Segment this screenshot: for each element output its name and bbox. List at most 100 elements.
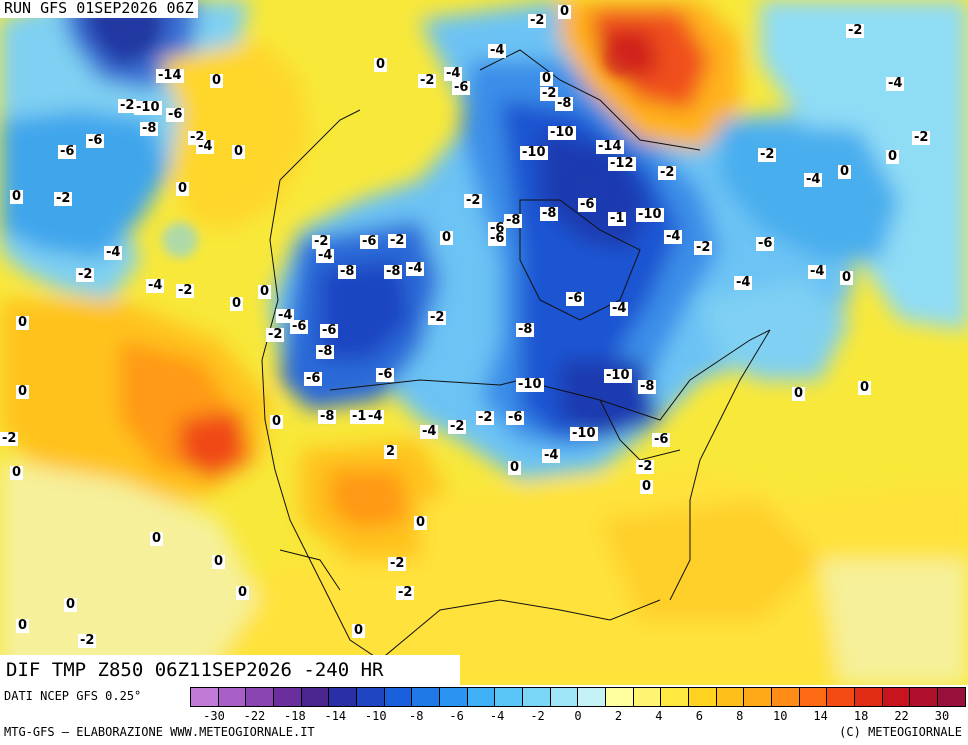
contour-label: -6 [86,133,105,148]
legend-swatch [910,688,939,706]
contour-label: -2 [266,327,285,342]
legend-tick-label: 6 [695,709,703,723]
contour-label: -4 [316,248,335,263]
run-title: RUN GFS 01SEP2026 06Z [0,0,198,18]
contour-label: -6 [578,197,597,212]
contour-label: -2 [388,233,407,248]
contour-label: 2 [384,444,398,459]
contour-label: -10 [548,125,576,140]
legend-swatch [329,688,358,706]
contour-label: -8 [516,322,535,337]
contour-label: -8 [384,264,403,279]
legend-tick-label: -6 [449,709,464,723]
contour-label: -6 [360,234,379,249]
contour-label: -2 [54,191,73,206]
contour-label: 0 [10,189,24,204]
contour-label: -6 [652,432,671,447]
legend-swatch [827,688,856,706]
contour-label: -8 [540,206,559,221]
contour-label: -2 [846,23,865,38]
contour-label: -2 [312,234,331,249]
contour-label: 0 [792,386,806,401]
legend-swatch [467,688,496,706]
contour-label: -2 [76,267,95,282]
contour-label: 0 [10,465,24,480]
contour-label: -6 [756,236,775,251]
contour-label: -6 [506,410,525,425]
contour-label: -6 [376,367,395,382]
contour-label: 0 [16,618,30,633]
contour-label: 0 [858,380,872,395]
legend-tick-label: -22 [243,709,266,723]
legend-tick-label: 18 [853,709,869,723]
contour-label: -2 [464,193,483,208]
credit-left: MTG-GFS — ELABORAZIONE WWW.METEOGIORNALE… [4,725,315,739]
legend-swatch [412,688,441,706]
contour-label: -10 [516,377,544,392]
contour-label: -8 [504,213,523,228]
contour-label: -10 [520,145,548,160]
contour-label: -4 [276,308,295,323]
contour-label: -4 [808,264,827,279]
contour-label: -8 [338,264,357,279]
legend-swatch [855,688,883,706]
contour-label: -10 [134,100,162,115]
contour-label: -4 [804,172,823,187]
legend-swatch [440,688,468,706]
contour-label: 0 [210,73,224,88]
contour-label: -4 [406,261,425,276]
contour-label: 0 [212,554,226,569]
legend-tick-label: 14 [813,709,828,723]
legend-tick-label: 0 [574,709,582,723]
contour-label: 0 [236,585,250,600]
legend-swatch [799,688,828,706]
contour-label: 0 [840,270,854,285]
contour-label: -6 [166,107,185,122]
contour-label: -8 [316,344,335,359]
legend-swatch [606,688,634,706]
contour-label: -12 [608,156,636,171]
contour-label: 0 [540,71,554,86]
legend-ticks: -30 -22 -18 -14 -10 -8 -6 -4 -2 0 2 4 6 8 10 14 18 22 30 [190,709,966,723]
legend-tick-label: 10 [772,709,788,723]
contour-label: 0 [176,181,190,196]
contour-label: -6 [566,291,585,306]
contour-label: -1 [608,211,627,226]
contour-label: -4 [664,229,683,244]
contour-label: -8 [140,121,159,136]
legend-tick-label: -30 [203,709,225,723]
legend-tick-label: 30 [934,709,950,723]
contour-label: -4 [542,448,561,463]
legend-tick-label: -2 [530,709,545,723]
contour-label: -8 [555,96,574,111]
contour-label: 0 [440,230,454,245]
legend-swatch [246,688,275,706]
legend-swatch [716,688,745,706]
contour-label: -2 [528,13,547,28]
contour-label: -2 [396,585,415,600]
legend-swatch [633,688,662,706]
contour-label: -2 [0,431,19,446]
contour-label: -2 [118,98,137,113]
contour-label: 0 [64,597,78,612]
contour-label: -2 [78,633,97,648]
legend-tick-label: -18 [284,709,306,723]
legend-swatch [882,688,911,706]
contour-label: -2 [658,165,677,180]
legend-tick-label: 8 [736,709,744,723]
legend-tick-label: 4 [655,709,663,723]
contour-label: -1 [350,409,369,424]
legend-swatch [523,688,551,706]
legend-swatch [218,688,247,706]
contour-label: -2 [912,130,931,145]
contour-label: -4 [104,245,123,260]
contour-label: -4 [366,409,385,424]
contour-label: -8 [638,379,657,394]
contour-label: 0 [150,531,164,546]
contour-label: -2 [694,240,713,255]
contour-label: -6 [304,371,323,386]
contour-label: -2 [540,86,559,101]
contour-label: 0 [230,296,244,311]
legend-swatch [274,688,302,706]
contour-label: 0 [258,284,272,299]
